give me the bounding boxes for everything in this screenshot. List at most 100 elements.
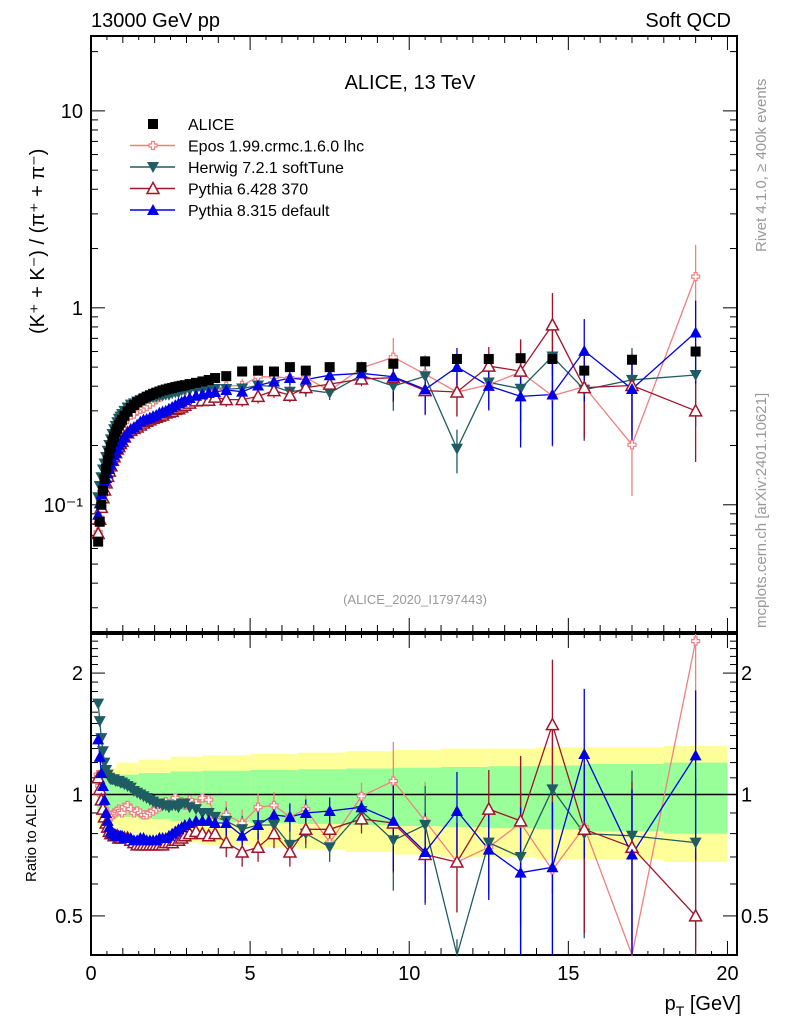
alice-data-point bbox=[451, 353, 462, 364]
band-inner-segment bbox=[488, 766, 537, 829]
band-inner-segment bbox=[536, 765, 585, 830]
main-ylabel: (K⁺ + K⁻) / (π⁺ + π⁻) bbox=[27, 149, 49, 334]
xlabel-sub: T bbox=[676, 1003, 685, 1019]
alice-data-point bbox=[356, 362, 367, 373]
ratio-data-point bbox=[266, 826, 282, 840]
main-ytick-label: 10⁻¹ bbox=[44, 495, 84, 517]
data-point bbox=[514, 390, 527, 402]
ratio-data-point bbox=[419, 846, 432, 858]
data-point bbox=[250, 388, 266, 403]
ratio-data-point bbox=[95, 767, 108, 779]
main-ytick-label: 1 bbox=[72, 298, 83, 320]
ratio-data-point bbox=[449, 854, 465, 868]
main-frame bbox=[90, 35, 738, 633]
data-point bbox=[689, 370, 702, 382]
legend-marker bbox=[147, 204, 159, 215]
ratio-data-point bbox=[387, 835, 400, 847]
data-point bbox=[545, 317, 560, 331]
data-point bbox=[482, 379, 495, 391]
data-point bbox=[514, 383, 527, 395]
data-point bbox=[209, 385, 222, 397]
ratio-ylabel: Ratio to ALICE bbox=[23, 784, 40, 882]
ratio-data-point bbox=[513, 813, 528, 827]
rivet-label: Rivet 4.1.0, ≥ 400k events bbox=[753, 79, 770, 252]
data-point bbox=[513, 363, 528, 377]
ratio-data-point bbox=[190, 804, 203, 816]
ratio-data-point bbox=[545, 717, 560, 731]
band-inner-segment bbox=[584, 764, 664, 832]
legend-marker bbox=[147, 162, 159, 173]
ratio-data-point bbox=[92, 698, 105, 710]
xtick-label: 15 bbox=[557, 963, 579, 985]
ratio-data-point bbox=[355, 801, 368, 813]
xtick-label: 5 bbox=[245, 963, 256, 985]
ratio-data-point bbox=[96, 746, 109, 758]
alice-data-point bbox=[284, 362, 295, 373]
data-point bbox=[578, 344, 591, 356]
alice-data-point bbox=[324, 362, 335, 373]
ratio-ytick-label-right: 0.5 bbox=[741, 906, 769, 928]
band-inner-segment bbox=[393, 767, 442, 827]
alice-data-point bbox=[93, 536, 104, 547]
alice-data-point bbox=[626, 354, 637, 365]
data-point bbox=[387, 381, 400, 393]
ratio-data-point bbox=[323, 805, 336, 817]
ratio-data-point bbox=[236, 824, 249, 836]
ratio-data-point bbox=[267, 808, 280, 820]
alice-data-point bbox=[388, 358, 399, 369]
ratio-data-point bbox=[691, 636, 701, 646]
data-point bbox=[236, 385, 249, 397]
alice-data-point bbox=[97, 485, 108, 496]
ratio-data-point bbox=[96, 779, 109, 791]
data-point bbox=[576, 380, 592, 394]
ratio-data-point bbox=[209, 816, 222, 828]
ratio-data-point bbox=[269, 800, 279, 810]
data-point bbox=[354, 371, 369, 385]
legend-marker bbox=[148, 140, 158, 151]
ratio-data-point bbox=[450, 805, 463, 817]
alice-data-point bbox=[101, 463, 112, 474]
ratio-data-point bbox=[100, 806, 113, 818]
ratio-ytick-label-right: 2 bbox=[741, 663, 752, 685]
ratio-data-point bbox=[514, 851, 527, 863]
ratio-panel-series bbox=[90, 634, 703, 958]
ratio-data-point bbox=[298, 821, 314, 836]
data-point bbox=[299, 373, 312, 385]
ratio-data-point bbox=[419, 820, 432, 832]
ratio-data-point bbox=[93, 750, 106, 762]
ratio-data-point bbox=[625, 830, 638, 842]
data-point bbox=[355, 367, 368, 379]
xlabel-unit: [GeV] bbox=[684, 993, 741, 1015]
legend: ALICE Epos 1.99.crmc.1.6.0 lhc Herwig 7.2.… bbox=[130, 117, 364, 220]
data-point bbox=[282, 387, 298, 401]
ratio-data-point bbox=[252, 819, 265, 831]
legend-marker bbox=[145, 180, 161, 195]
chart-title: ALICE, 13 TeV bbox=[345, 72, 476, 94]
alice-data-point bbox=[253, 365, 264, 376]
data-point bbox=[625, 383, 638, 395]
alice-data-point bbox=[483, 353, 494, 364]
alice-data-point bbox=[237, 366, 248, 377]
ratio-data-point bbox=[282, 844, 298, 858]
ratio-data-point bbox=[93, 716, 106, 728]
data-point bbox=[387, 370, 400, 382]
ratio-data-point bbox=[481, 801, 497, 815]
ratio-ytick-label: 2 bbox=[72, 663, 83, 685]
ratio-data-point bbox=[101, 814, 114, 826]
ratio-data-point bbox=[207, 826, 223, 840]
data-point bbox=[218, 392, 234, 406]
data-point bbox=[689, 326, 702, 338]
ratio-data-point bbox=[625, 848, 638, 860]
data-point bbox=[220, 384, 233, 396]
data-point bbox=[283, 372, 296, 384]
alice-data-point bbox=[203, 375, 214, 386]
legend-marker bbox=[148, 119, 158, 129]
alice-data-point bbox=[690, 346, 701, 357]
ratio-data-point bbox=[578, 748, 591, 760]
legend-label: Epos 1.99.crmc.1.6.0 lhc bbox=[188, 139, 364, 156]
legend-label: ALICE bbox=[188, 117, 234, 134]
alice-data-point bbox=[94, 516, 105, 527]
band-inner-segment bbox=[345, 768, 394, 826]
ratio-data-point bbox=[689, 749, 702, 761]
ratio-data-point bbox=[253, 802, 263, 812]
